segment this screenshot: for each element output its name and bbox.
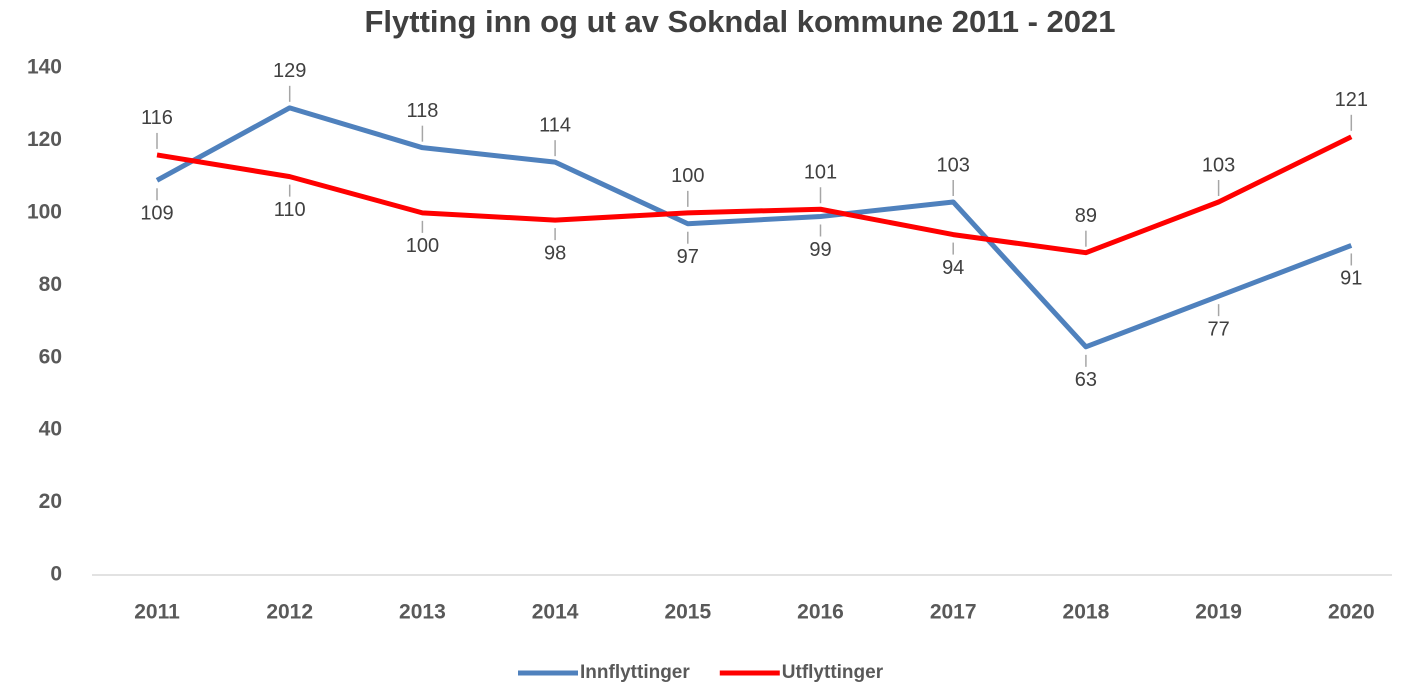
x-tick-label: 2020	[1328, 601, 1375, 624]
data-label: 89	[1075, 205, 1097, 227]
y-tick-label: 60	[39, 345, 62, 368]
y-tick-label: 140	[27, 56, 62, 79]
data-label: 77	[1207, 318, 1229, 340]
x-tick-label: 2011	[134, 601, 180, 624]
data-label: 114	[539, 114, 571, 136]
y-tick-label: 100	[27, 200, 62, 223]
y-tick-label: 40	[39, 418, 62, 441]
data-label: 118	[406, 100, 438, 122]
data-label: 97	[677, 246, 699, 268]
data-label: 116	[141, 107, 173, 129]
legend-label: Innflyttinger	[580, 662, 690, 683]
series-line	[155, 105, 1353, 350]
x-tick-label: 2016	[797, 601, 844, 624]
series-line	[156, 134, 1353, 256]
data-label: 100	[406, 235, 439, 257]
x-tick-label: 2019	[1195, 601, 1242, 624]
y-tick-label: 20	[39, 490, 62, 513]
data-label: 63	[1075, 369, 1097, 391]
x-tick-label: 2018	[1063, 601, 1110, 624]
data-label: 121	[1335, 89, 1368, 111]
data-label: 109	[140, 203, 173, 225]
x-tick-label: 2015	[664, 601, 711, 624]
data-label: 110	[274, 199, 306, 221]
chart-title: Flytting inn og ut av Sokndal kommune 20…	[364, 4, 1115, 39]
x-tick-label: 2017	[930, 601, 977, 624]
y-tick-label: 120	[27, 128, 62, 151]
legend-label: Utflyttinger	[782, 662, 884, 683]
y-tick-label: 80	[39, 273, 62, 296]
data-label: 103	[1202, 154, 1235, 176]
data-label: 101	[804, 162, 837, 184]
x-tick-label: 2013	[399, 601, 446, 624]
data-label: 98	[544, 242, 566, 264]
data-label: 103	[937, 154, 970, 176]
y-tick-label: 0	[50, 563, 62, 586]
data-label: 129	[273, 60, 306, 82]
data-label: 94	[942, 257, 964, 279]
data-label: 91	[1340, 268, 1362, 290]
data-label: 99	[809, 239, 831, 261]
x-tick-label: 2012	[266, 601, 313, 624]
data-label: 100	[671, 165, 704, 187]
x-tick-label: 2014	[532, 601, 579, 624]
